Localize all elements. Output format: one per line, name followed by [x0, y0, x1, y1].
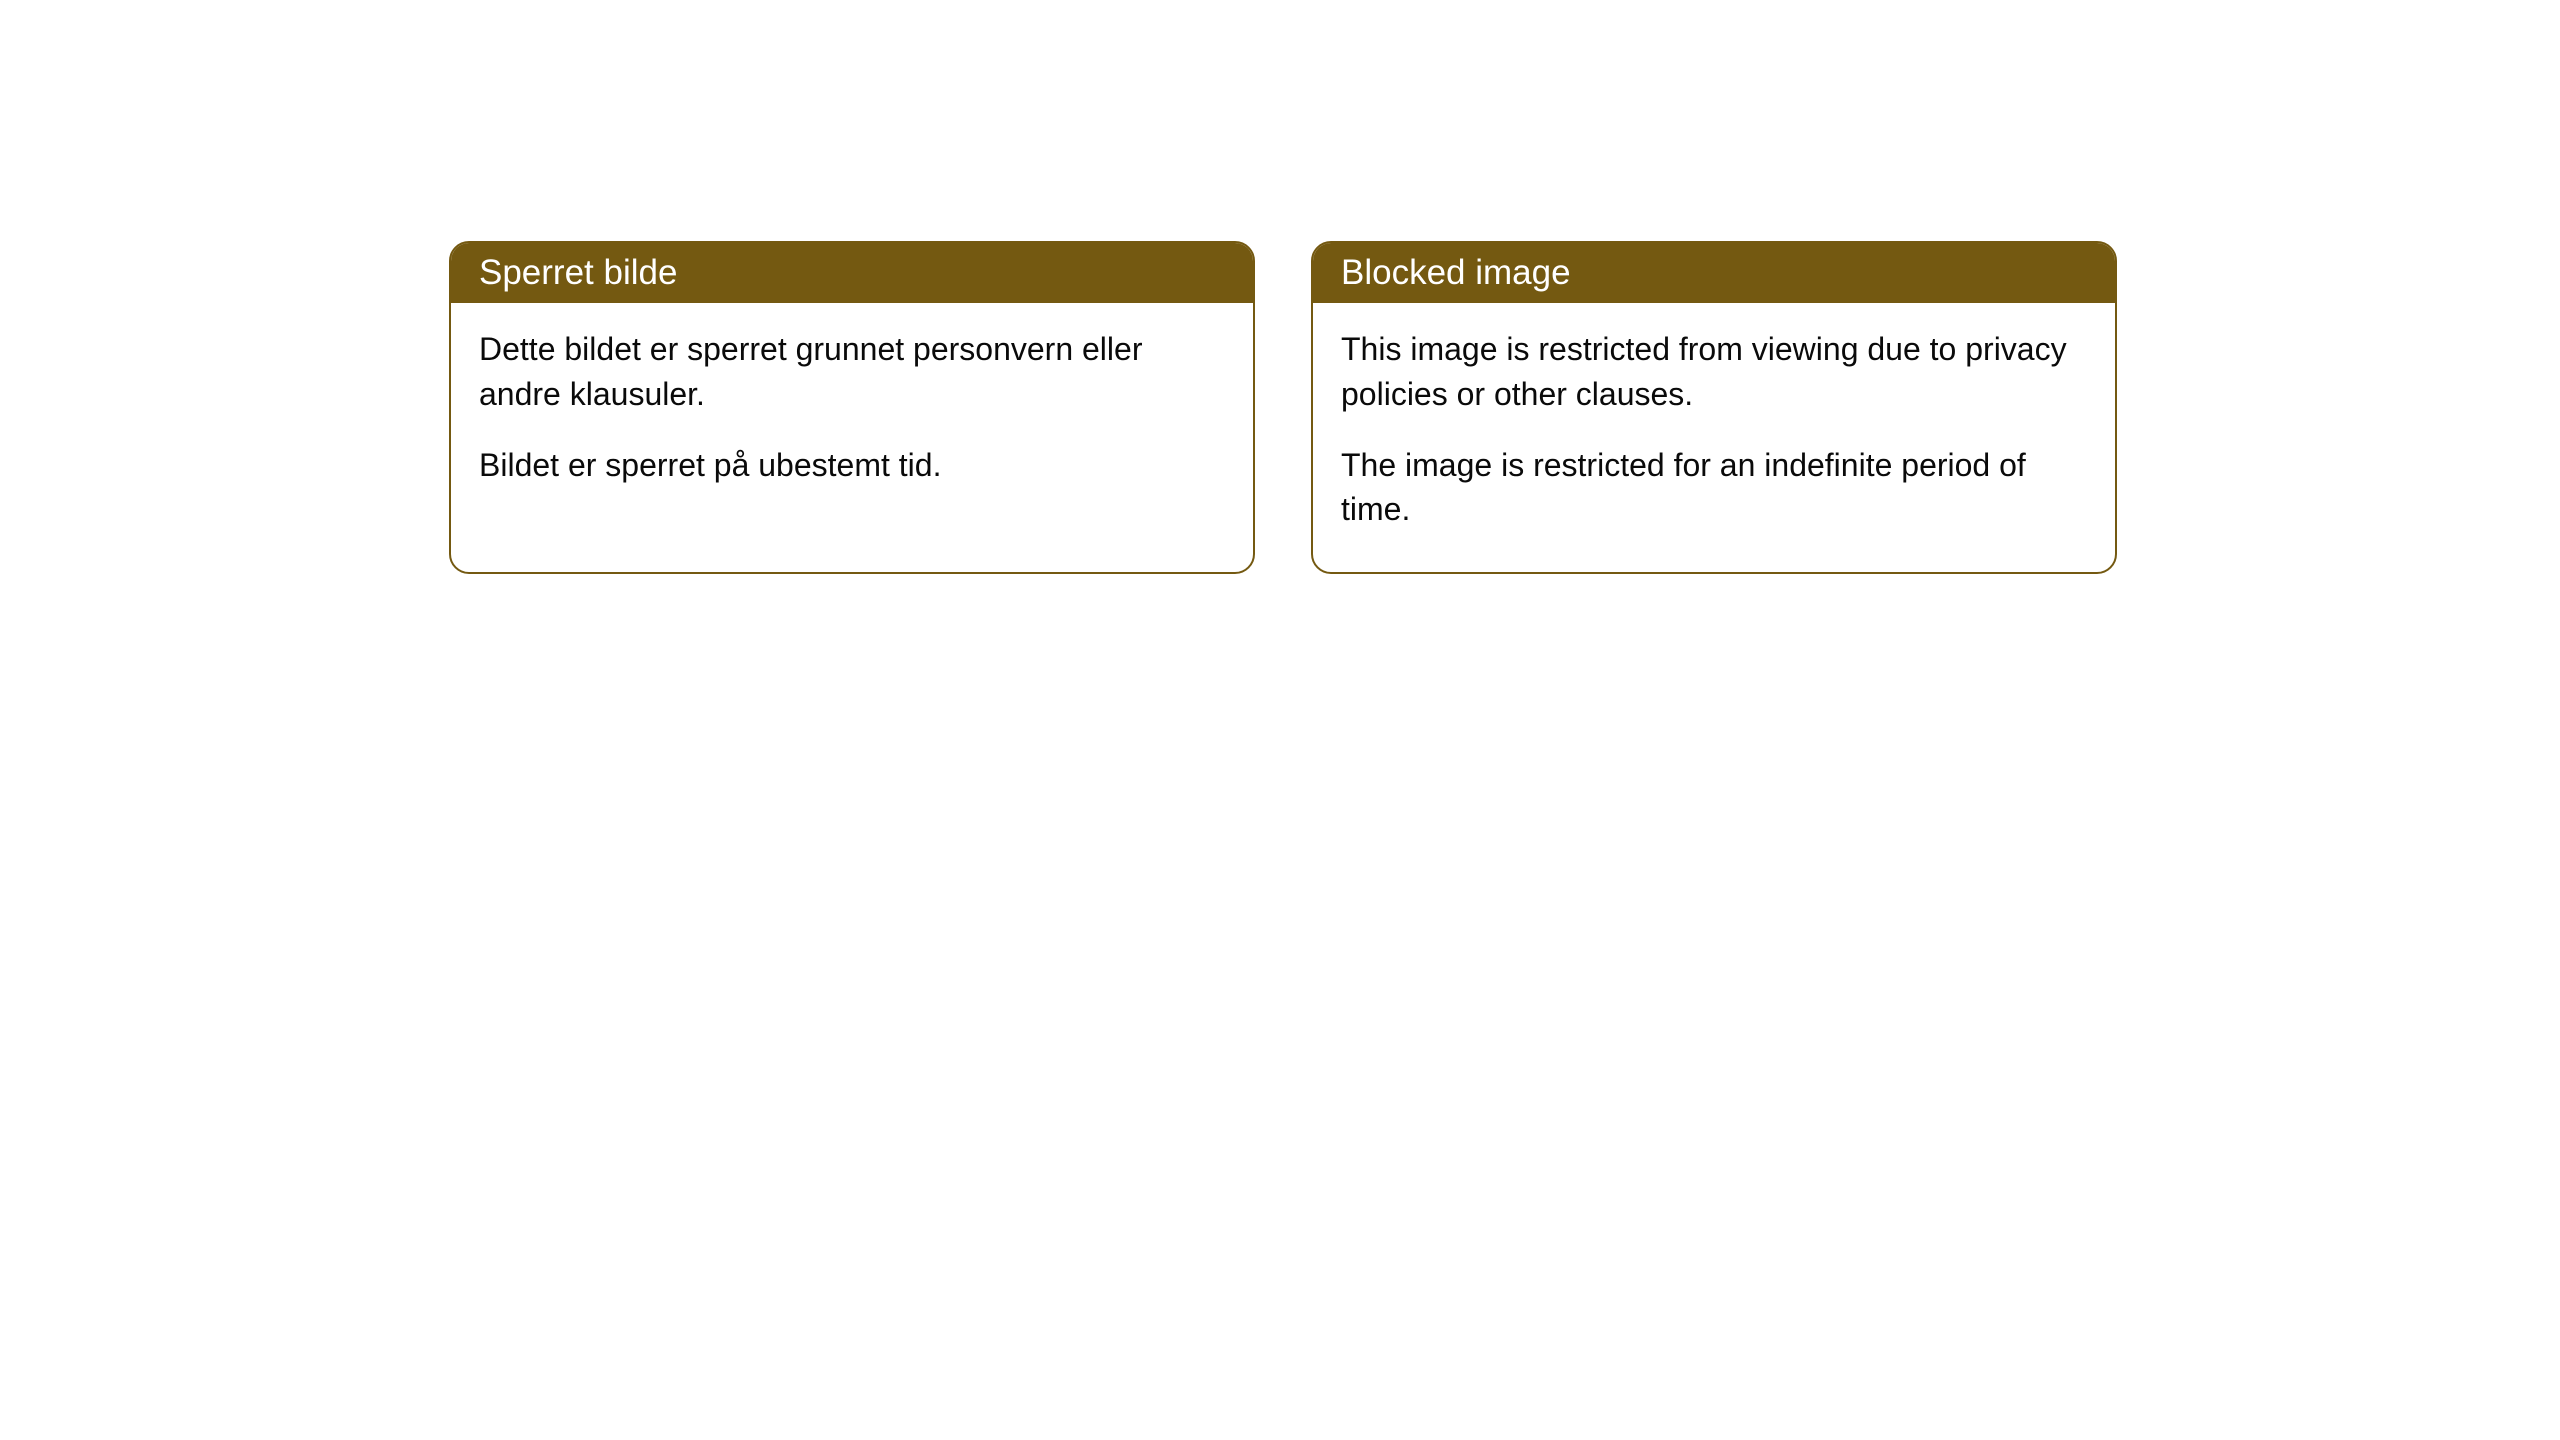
card-body-no: Dette bildet er sperret grunnet personve… [451, 303, 1253, 527]
cards-container: Sperret bilde Dette bildet er sperret gr… [449, 241, 2117, 574]
card-header-no: Sperret bilde [451, 243, 1253, 303]
card-body-en: This image is restricted from viewing du… [1313, 303, 2115, 572]
blocked-image-card-en: Blocked image This image is restricted f… [1311, 241, 2117, 574]
blocked-image-card-no: Sperret bilde Dette bildet er sperret gr… [449, 241, 1255, 574]
card-paragraph-en-2: The image is restricted for an indefinit… [1341, 443, 2087, 533]
card-title-en: Blocked image [1341, 253, 1571, 292]
card-title-no: Sperret bilde [479, 253, 677, 292]
card-paragraph-en-1: This image is restricted from viewing du… [1341, 327, 2087, 417]
card-paragraph-no-1: Dette bildet er sperret grunnet personve… [479, 327, 1225, 417]
card-paragraph-no-2: Bildet er sperret på ubestemt tid. [479, 443, 1225, 488]
card-header-en: Blocked image [1313, 243, 2115, 303]
